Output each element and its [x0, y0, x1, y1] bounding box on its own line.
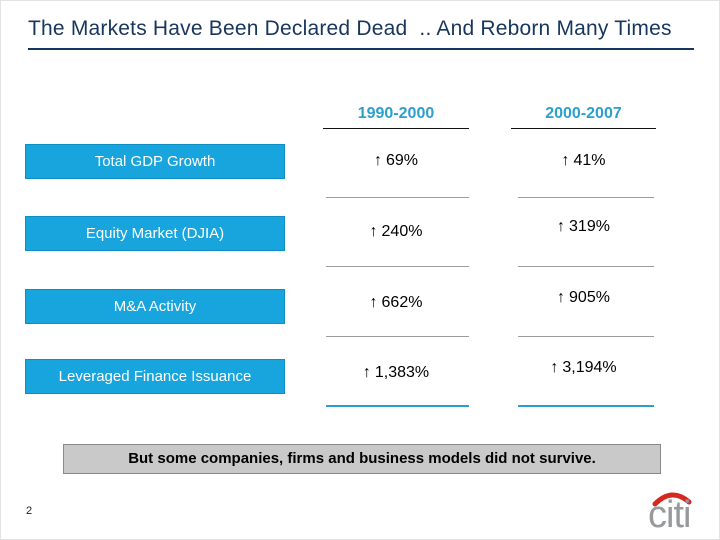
up-arrow-icon: ↑ — [557, 289, 566, 306]
separator-line — [326, 266, 469, 267]
up-arrow-icon: ↑ — [373, 152, 382, 169]
separator-line — [518, 405, 654, 407]
row-label-equity-market-djia: Equity Market (DJIA) — [25, 216, 285, 251]
growth-value: 3,194% — [562, 359, 617, 376]
up-arrow-icon: ↑ — [561, 152, 570, 169]
separator-line — [326, 197, 469, 198]
citi-red-arc-icon — [652, 492, 692, 507]
growth-value: 69% — [385, 152, 419, 169]
value-cell: ↑ 905% — [511, 289, 656, 307]
citi-logo-graphic: citi — [648, 492, 692, 536]
column-header-1990-2000: 1990-2000 — [357, 105, 435, 122]
up-arrow-icon: ↑ — [550, 359, 559, 376]
separator-line — [518, 197, 654, 198]
value-cell: ↑ 3,194% — [511, 359, 656, 377]
value-cell: ↑ 319% — [511, 218, 656, 236]
value-cell: ↑ 1,383% — [323, 364, 469, 382]
citi-logo-text: citi — [648, 494, 690, 532]
row-label-leveraged-finance-issuance: Leveraged Finance Issuance — [25, 359, 285, 394]
up-arrow-icon: ↑ — [369, 223, 378, 240]
column-header-underline — [323, 128, 469, 129]
slide-title: The Markets Have Been Declared Dead .. A… — [28, 17, 672, 40]
value-cell: ↑ 240% — [323, 223, 469, 241]
row-label-total-gdp-growth: Total GDP Growth — [25, 144, 285, 179]
page-number: 2 — [26, 505, 33, 517]
growth-value: 240% — [381, 223, 423, 240]
growth-value: 905% — [569, 289, 610, 306]
growth-value: 662% — [381, 294, 423, 311]
separator-line — [518, 266, 654, 267]
up-arrow-icon: ↑ — [369, 294, 378, 311]
up-arrow-icon: ↑ — [557, 218, 566, 235]
separator-line — [326, 405, 469, 407]
separator-line — [518, 336, 654, 337]
citi-logo: citi — [635, 484, 705, 536]
growth-value: 319% — [569, 218, 610, 235]
column-header-underline — [511, 128, 656, 129]
row-label-ma-activity: M&A Activity — [25, 289, 285, 324]
up-arrow-icon: ↑ — [362, 364, 371, 381]
value-cell: ↑ 41% — [511, 152, 656, 170]
column-header-2000-2007: 2000-2007 — [545, 105, 622, 122]
value-cell: ↑ 662% — [323, 294, 469, 312]
separator-line — [326, 336, 469, 337]
value-cell: ↑ 69% — [323, 152, 469, 170]
conclusion-banner: But some companies, firms and business m… — [63, 444, 661, 474]
growth-value: 1,383% — [374, 364, 430, 381]
title-divider — [28, 48, 694, 50]
growth-value: 41% — [573, 152, 606, 169]
